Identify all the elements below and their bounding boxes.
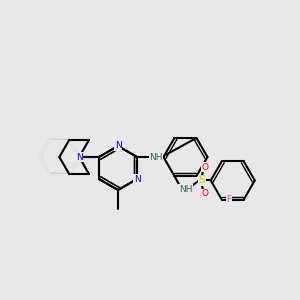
Text: O: O [202, 163, 208, 172]
Text: NH: NH [179, 184, 192, 194]
Text: N: N [134, 175, 140, 184]
Text: N: N [115, 142, 122, 151]
Text: O: O [202, 163, 208, 172]
Text: N: N [134, 175, 140, 184]
Text: NH: NH [149, 152, 163, 161]
Text: S: S [199, 176, 205, 185]
Text: O: O [202, 189, 208, 198]
Text: S: S [199, 176, 205, 185]
Text: NH: NH [179, 184, 192, 194]
Text: NH: NH [149, 152, 163, 161]
Text: F: F [226, 195, 231, 204]
Text: N: N [76, 152, 83, 161]
Text: N: N [76, 152, 83, 161]
Text: N: N [115, 142, 122, 151]
Text: O: O [202, 189, 208, 198]
Text: F: F [226, 195, 231, 204]
